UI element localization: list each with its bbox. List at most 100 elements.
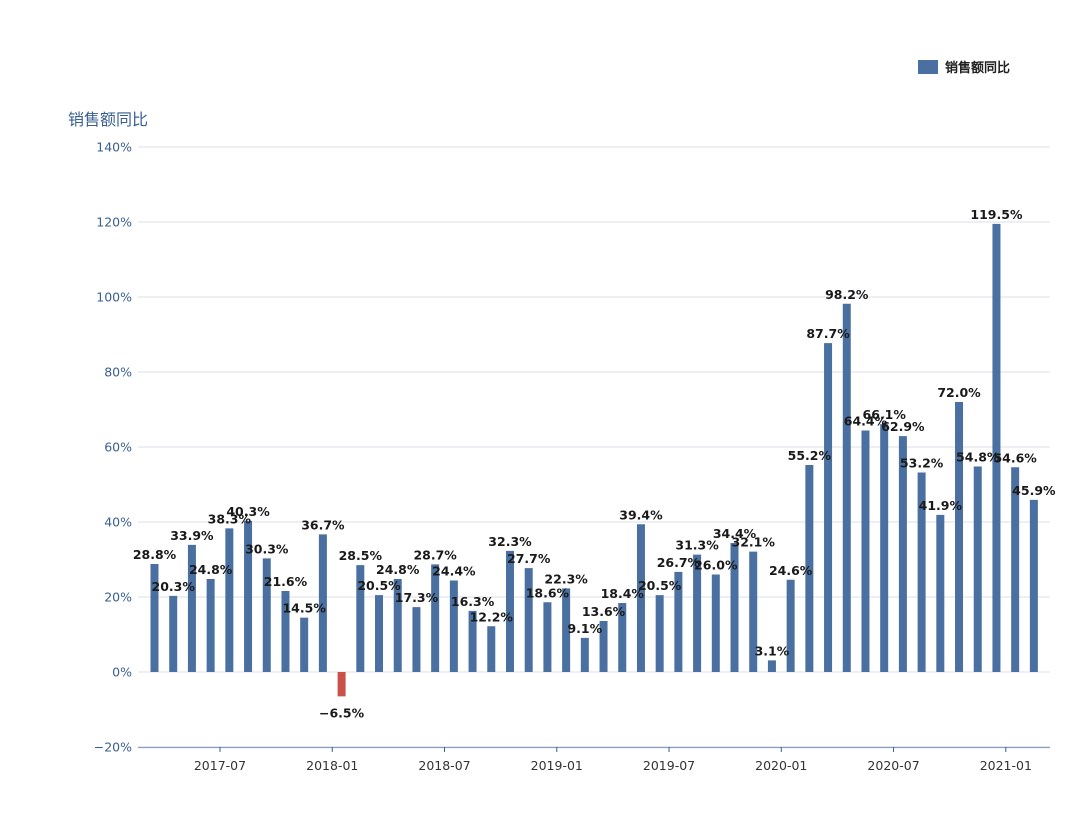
data-label: 17.3%	[395, 590, 439, 605]
bar	[356, 565, 365, 672]
x-tick-label: 2019-01	[531, 758, 583, 773]
data-label: 28.7%	[413, 547, 457, 562]
legend-label: 销售额同比	[945, 61, 1011, 76]
bar	[412, 607, 421, 672]
data-label: 24.6%	[769, 563, 813, 578]
bar	[880, 424, 889, 672]
data-label: 22.3%	[544, 571, 588, 586]
data-label: 119.5%	[970, 207, 1023, 222]
data-label: 20.5%	[638, 578, 682, 593]
data-label: 18.6%	[526, 585, 570, 600]
bar	[169, 595, 178, 672]
y-tick-label: 20%	[104, 590, 132, 605]
data-label: 20.5%	[357, 578, 401, 593]
bar	[824, 343, 833, 672]
data-label: 28.5%	[339, 548, 383, 563]
data-label: 3.1%	[755, 643, 790, 658]
bar	[505, 550, 514, 672]
bar	[468, 610, 477, 672]
bar	[431, 564, 440, 672]
bar	[393, 579, 402, 672]
y-tick-label: 0%	[112, 665, 132, 680]
bar	[786, 579, 795, 672]
bar	[674, 571, 683, 672]
data-label: 31.3%	[675, 538, 719, 553]
bar	[711, 574, 720, 672]
data-label: 21.6%	[264, 574, 308, 589]
y-axis-ticks: −20% 0% 20% 40% 60% 80% 100% 120% 140%	[94, 140, 132, 755]
x-tick-label: 2020-07	[867, 758, 919, 773]
data-label: 24.8%	[189, 562, 233, 577]
x-tick-label: 2019-07	[643, 758, 695, 773]
y-tick-label: 100%	[96, 290, 132, 305]
data-label: 34.4%	[713, 526, 757, 541]
data-label: 45.9%	[1012, 483, 1056, 498]
data-label: 87.7%	[806, 326, 850, 341]
bar	[300, 617, 309, 672]
data-label: 26.7%	[657, 555, 701, 570]
bar	[187, 544, 196, 672]
data-label: 32.1%	[732, 535, 776, 550]
y-tick-label: 40%	[104, 515, 132, 530]
bar	[375, 595, 384, 672]
grid-lines	[138, 146, 1050, 748]
bar	[767, 660, 776, 672]
bar-series	[150, 223, 1038, 697]
bar	[487, 626, 496, 672]
y-axis-title: 销售额同比	[68, 110, 149, 129]
data-label: 41.9%	[919, 498, 963, 513]
bar	[730, 543, 739, 672]
data-label: 24.4%	[432, 564, 476, 579]
data-label: 33.9%	[170, 528, 214, 543]
bar	[936, 514, 945, 672]
bar	[281, 591, 290, 672]
data-label: 13.6%	[582, 604, 626, 619]
data-label: 27.7%	[507, 551, 551, 566]
data-labels: 28.8% 20.3% 33.9% 24.8% 38.3%40.3% 30.3% 21.6%…	[133, 207, 1056, 721]
data-label: 72.0%	[937, 385, 981, 400]
legend[interactable]: 销售额同比	[918, 57, 1010, 76]
data-label: 66.1%	[863, 407, 907, 422]
data-label: 14.5%	[282, 601, 326, 616]
bar	[1011, 467, 1020, 672]
bar	[992, 223, 1001, 672]
y-tick-label: 120%	[96, 215, 132, 230]
data-label: 36.7%	[301, 517, 345, 532]
data-label: 54.6%	[993, 450, 1037, 465]
bar	[955, 402, 964, 672]
data-label: 28.8%	[133, 547, 177, 562]
x-tick-label: 2018-07	[418, 758, 470, 773]
y-tick-label: 140%	[96, 140, 132, 155]
bar	[225, 528, 234, 672]
data-label: 64.4%	[844, 414, 888, 429]
x-axis: 2017-07 2018-01 2018-07 2019-01 2019-07 2020-…	[138, 746, 1050, 773]
data-label: 98.2%	[825, 287, 869, 302]
data-label: 12.2%	[470, 609, 514, 624]
bar	[693, 554, 702, 672]
bar	[842, 303, 851, 672]
bar	[543, 602, 552, 672]
data-label: 38.3%	[208, 511, 252, 526]
bar	[150, 564, 159, 672]
data-label: 26.0%	[694, 558, 738, 573]
bar	[1029, 499, 1038, 672]
bar	[917, 472, 926, 672]
bar	[449, 580, 458, 672]
x-tick-label: 2018-01	[306, 758, 358, 773]
bar	[318, 534, 327, 672]
bar	[206, 579, 215, 672]
data-label: 55.2%	[788, 448, 832, 463]
bar	[861, 430, 870, 672]
y-tick-label: 60%	[104, 440, 132, 455]
bar	[973, 466, 982, 672]
bar	[580, 637, 589, 672]
bar	[636, 524, 645, 672]
bar	[805, 465, 814, 672]
bar	[749, 551, 758, 672]
bar	[599, 621, 608, 672]
bar	[618, 603, 627, 672]
data-label: 54.8%	[956, 450, 1000, 465]
data-label: 40.3%	[226, 504, 270, 519]
y-tick-label: −20%	[94, 740, 132, 755]
